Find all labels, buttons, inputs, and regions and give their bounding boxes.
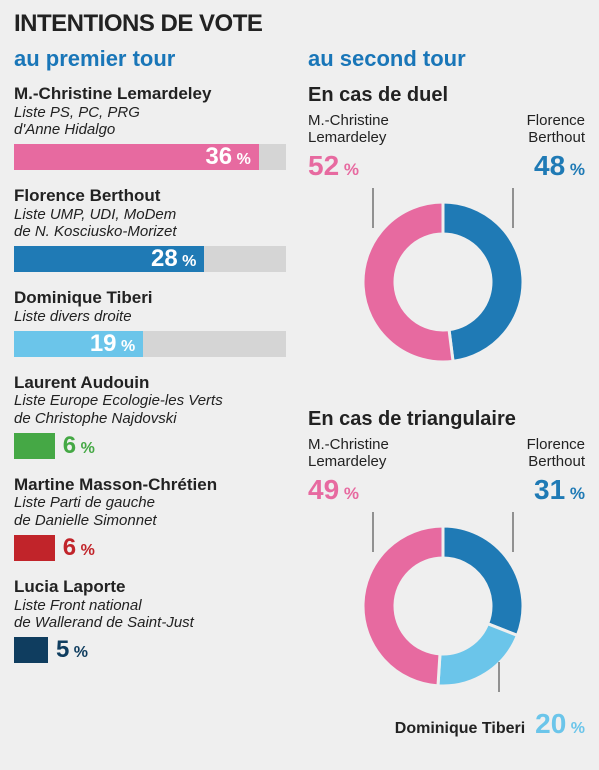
donut-slice <box>363 526 443 686</box>
slice-name: Dominique Tiberi <box>395 720 525 738</box>
subtitle-second-round: au second tour <box>308 46 585 72</box>
bar: 6 % <box>14 533 286 563</box>
bar-fill <box>14 433 55 459</box>
donut-labels: M.-ChristineLemardeley FlorenceBerthout <box>308 113 585 146</box>
bar-fill <box>14 535 55 561</box>
scenarios-list: En cas de duel M.-ChristineLemardeley Flor… <box>308 84 585 740</box>
candidate-party: Liste PS, PC, PRGd'Anne Hidalgo <box>14 104 286 139</box>
candidate-party: Liste Parti de gauchede Danielle Simonne… <box>14 494 286 529</box>
scenario-title: En cas de triangulaire <box>308 408 585 431</box>
subtitle-first-round: au premier tour <box>14 46 286 72</box>
candidate: M.-Christine LemardeleyListe PS, PC, PRG… <box>14 84 286 172</box>
donut-chart <box>308 512 578 702</box>
candidate-party: Liste Front nationalde Wallerand de Sain… <box>14 597 286 632</box>
candidate-party: Liste Europe Ecologie-les Vertsde Christ… <box>14 392 286 427</box>
scenario: En cas de duel M.-ChristineLemardeley Flor… <box>308 84 585 378</box>
scenario: En cas de triangulaire M.-ChristineLemard… <box>308 408 585 740</box>
candidate-name: Laurent Audouin <box>14 373 286 393</box>
candidate-name: M.-Christine Lemardeley <box>14 84 286 104</box>
slice-percent: 52 % <box>308 150 359 182</box>
bar-fill <box>14 637 48 663</box>
candidate-name: Lucia Laporte <box>14 577 286 597</box>
bar: 28 % <box>14 244 286 274</box>
candidate: Lucia LaporteListe Front nationalde Wall… <box>14 577 286 665</box>
candidate-name: Martine Masson-Chrétien <box>14 475 286 495</box>
header: INTENTIONS DE VOTE <box>14 10 585 38</box>
candidate: Dominique TiberiListe divers droite 19 % <box>14 288 286 359</box>
bar-percent: 19 % <box>14 330 143 358</box>
slice-percent: 48 % <box>534 150 585 182</box>
donut-pcts: 52 % 48 % <box>308 150 585 182</box>
bar-percent: 36 % <box>14 143 259 171</box>
bar-percent: 6 % <box>63 432 95 460</box>
donut-labels: M.-ChristineLemardeley FlorenceBerthout <box>308 437 585 470</box>
bar: 36 % <box>14 142 286 172</box>
candidate-name: Florence Berthout <box>14 186 286 206</box>
donut-slice <box>443 202 523 361</box>
bar-percent: 28 % <box>14 245 204 273</box>
columns: au premier tour M.-Christine LemardeleyL… <box>14 46 585 770</box>
candidate-name: Dominique Tiberi <box>14 288 286 308</box>
slice-percent: 20 % <box>535 708 585 740</box>
candidate: Florence BerthoutListe UMP, UDI, MoDemde… <box>14 186 286 274</box>
bar: 6 % <box>14 431 286 461</box>
candidate: Martine Masson-ChrétienListe Parti de ga… <box>14 475 286 563</box>
slice-name: M.-ChristineLemardeley <box>308 113 435 146</box>
donut-svg <box>308 188 578 368</box>
donut-chart <box>308 188 578 378</box>
donut-pcts: 49 % 31 % <box>308 474 585 506</box>
scenario-title: En cas de duel <box>308 84 585 107</box>
candidate: Laurent AudouinListe Europe Ecologie-les… <box>14 373 286 461</box>
bar: 5 % <box>14 635 286 665</box>
bar: 19 % <box>14 329 286 359</box>
bar-percent: 5 % <box>56 636 88 664</box>
bottom-slice-label: Dominique Tiberi 20 % <box>308 708 585 740</box>
column-second-round: au second tour En cas de duel M.-Christin… <box>308 46 585 770</box>
candidate-party: Liste divers droite <box>14 308 286 325</box>
donut-slice <box>438 624 517 686</box>
donut-svg <box>308 512 578 692</box>
slice-percent: 49 % <box>308 474 359 506</box>
column-first-round: au premier tour M.-Christine LemardeleyL… <box>14 46 286 770</box>
slice-name: M.-ChristineLemardeley <box>308 437 435 470</box>
slice-name: FlorenceBerthout <box>458 113 585 146</box>
candidate-party: Liste UMP, UDI, MoDemde N. Kosciusko-Mor… <box>14 206 286 241</box>
candidates-list: M.-Christine LemardeleyListe PS, PC, PRG… <box>14 84 286 665</box>
donut-slice <box>443 526 523 635</box>
slice-name: FlorenceBerthout <box>458 437 585 470</box>
bar-percent: 6 % <box>63 534 95 562</box>
main-title: INTENTIONS DE VOTE <box>14 10 585 38</box>
slice-percent: 31 % <box>534 474 585 506</box>
donut-slice <box>363 202 453 362</box>
